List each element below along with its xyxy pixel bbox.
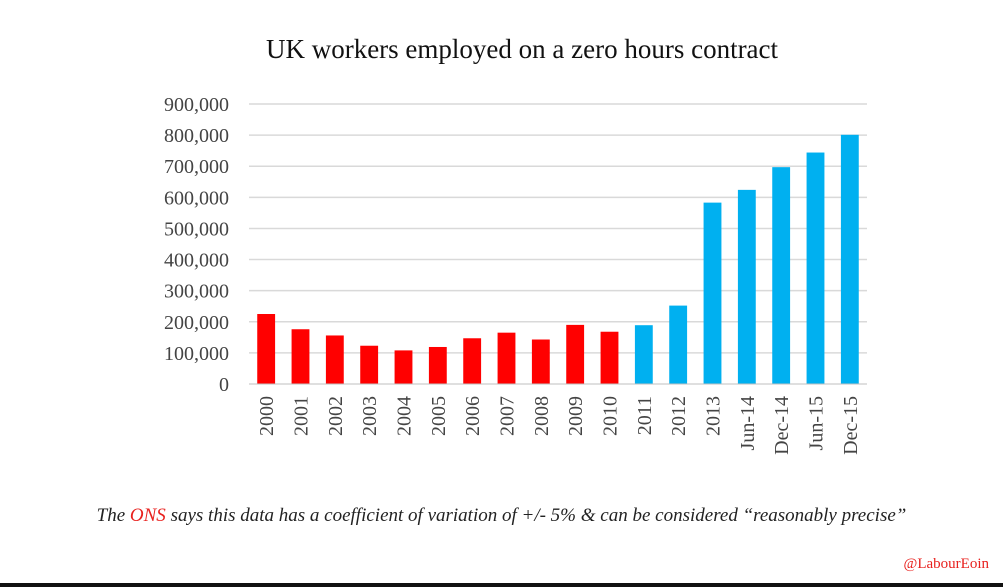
x-tick-label: 2004 xyxy=(394,396,416,436)
x-tick-label: 2002 xyxy=(325,396,347,436)
y-tick-label: 600,000 xyxy=(164,187,229,209)
y-tick-label: 500,000 xyxy=(164,218,229,240)
bar-dec-14 xyxy=(772,167,791,384)
bar-dec-15 xyxy=(840,134,859,384)
bar-2009 xyxy=(566,324,585,384)
x-tick-label: 2012 xyxy=(668,396,690,436)
bar-2004 xyxy=(394,350,413,384)
x-tick-label: 2003 xyxy=(359,396,381,436)
bar-2007 xyxy=(497,332,516,384)
bar-jun-14 xyxy=(737,189,756,384)
x-tick-label: 2010 xyxy=(600,396,622,436)
x-tick-label: 2008 xyxy=(531,396,553,436)
x-tick-label: 2009 xyxy=(565,396,587,436)
bar-2013 xyxy=(703,202,722,384)
gridlines xyxy=(249,103,867,354)
bars xyxy=(257,134,859,384)
x-tick-label: Jun-15 xyxy=(806,396,828,450)
bar-2003 xyxy=(360,345,379,384)
footnote: The ONS says this data has a coefficient… xyxy=(0,505,1003,527)
bar-2012 xyxy=(669,305,688,384)
y-axis-tick-labels: 0 100,000 200,000 300,000 400,000 500,000 600,… xyxy=(164,94,229,396)
x-tick-label: Dec-14 xyxy=(771,396,793,455)
author-credit: @LabourEoin xyxy=(903,556,989,572)
x-tick-label: 2001 xyxy=(291,396,313,436)
bar-jun-15 xyxy=(806,152,825,384)
bar-2006 xyxy=(463,338,482,384)
y-tick-label: 0 xyxy=(219,374,229,396)
bar-2008 xyxy=(531,339,550,384)
footnote-source-highlight: ONS xyxy=(129,505,166,526)
y-tick-label: 400,000 xyxy=(164,250,229,272)
x-axis-tick-labels: 2000 2001 2002 2003 2004 2005 2006 2007 2008 2009… xyxy=(256,396,862,455)
x-tick-label: 2000 xyxy=(256,396,278,436)
bar-2001 xyxy=(291,329,310,384)
y-tick-label: 900,000 xyxy=(164,94,229,116)
x-tick-label: 2006 xyxy=(462,396,484,436)
x-tick-label: 2007 xyxy=(497,396,519,436)
x-tick-label: 2013 xyxy=(703,396,725,436)
y-tick-label: 200,000 xyxy=(164,312,229,334)
y-tick-label: 300,000 xyxy=(164,281,229,303)
footnote-suffix: says this data has a coefficient of vari… xyxy=(165,505,907,526)
footnote-prefix: The xyxy=(96,505,130,526)
y-tick-label: 700,000 xyxy=(164,156,229,178)
y-tick-label: 800,000 xyxy=(164,125,229,147)
x-tick-label: Dec-15 xyxy=(840,396,862,455)
bar-2002 xyxy=(325,335,344,384)
bar-2011 xyxy=(634,325,653,384)
chart-title: UK workers employed on a zero hours cont… xyxy=(266,34,779,64)
bottom-rule xyxy=(0,583,1003,587)
bar-2005 xyxy=(428,346,447,384)
bar-2000 xyxy=(257,314,276,384)
bar-2010 xyxy=(600,331,619,384)
y-tick-label: 100,000 xyxy=(164,343,229,365)
x-tick-label: 2005 xyxy=(428,396,450,436)
x-tick-label: Jun-14 xyxy=(737,396,759,450)
bar-chart: UK workers employed on a zero hours cont… xyxy=(164,34,867,455)
x-tick-label: 2011 xyxy=(634,396,656,435)
